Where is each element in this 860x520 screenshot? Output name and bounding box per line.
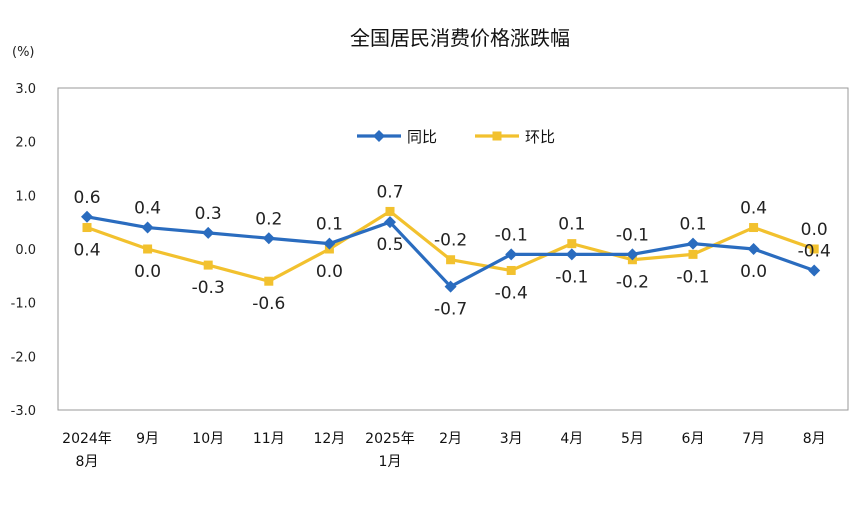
data-label-mom: -0.2: [434, 231, 467, 251]
x-tick-label: 3月: [500, 431, 523, 447]
x-tick-label: 8月: [803, 431, 826, 447]
chart-title: 全国居民消费价格涨跌幅: [350, 26, 570, 50]
y-tick-label: 3.0: [15, 82, 36, 97]
data-label-yoy: 0.4: [134, 199, 161, 219]
data-label-mom: 0.4: [73, 241, 100, 261]
data-label-mom: 0.0: [801, 220, 828, 240]
data-point-yoy: [81, 210, 93, 223]
data-point-mom: [688, 249, 698, 259]
x-tick-label: 7月: [742, 431, 765, 447]
data-label-yoy: -0.4: [798, 241, 831, 261]
x-tick-label: 2024年: [62, 431, 112, 447]
data-point-mom: [385, 206, 395, 216]
data-label-yoy: -0.1: [495, 225, 528, 245]
y-tick-label: -3.0: [11, 404, 36, 419]
data-label-yoy: 0.5: [376, 235, 403, 255]
data-label-yoy: 0.1: [679, 215, 706, 235]
data-label-yoy: -0.7: [434, 300, 467, 320]
data-point-yoy: [747, 243, 760, 255]
data-label-mom: -0.6: [252, 294, 285, 314]
x-tick-label: 9月: [136, 431, 159, 447]
x-tick-label: 8月: [76, 454, 99, 470]
x-tick-label: 4月: [560, 431, 583, 447]
data-label-mom: 0.1: [558, 215, 585, 235]
data-label-yoy: -0.1: [555, 267, 588, 287]
data-point-yoy: [808, 264, 821, 277]
x-tick-label: 1月: [379, 454, 402, 470]
y-tick-label: -2.0: [11, 350, 36, 365]
x-tick-label: 11月: [253, 431, 285, 447]
data-point-mom: [143, 244, 153, 254]
data-label-mom: 0.7: [376, 182, 403, 202]
data-label-yoy: 0.3: [195, 204, 222, 224]
y-tick-label: 2.0: [15, 136, 36, 151]
data-label-yoy: 0.6: [73, 188, 100, 208]
y-tick-label: 1.0: [15, 189, 36, 204]
x-tick-label: 12月: [313, 431, 345, 447]
data-point-mom: [264, 276, 274, 286]
legend-marker-mom: [492, 131, 502, 141]
data-label-yoy: 0.0: [740, 262, 767, 282]
x-tick-label: 5月: [621, 431, 644, 447]
plot-area-frame: [57, 87, 849, 411]
data-point-yoy: [141, 221, 154, 234]
x-tick-label: 2025年: [365, 431, 415, 447]
legend: 同比 环比: [357, 128, 555, 146]
data-point-mom: [203, 260, 213, 270]
y-tick-label: -1.0: [11, 297, 36, 312]
data-point-yoy: [687, 237, 699, 250]
y-tick-label: 0.0: [15, 243, 36, 258]
x-tick-label: 2月: [439, 431, 462, 447]
data-point-mom: [82, 223, 92, 233]
data-label-mom: -0.1: [676, 267, 709, 287]
data-point-mom: [506, 265, 516, 275]
legend-label-mom: 环比: [525, 128, 555, 146]
legend-marker-yoy: [373, 130, 385, 142]
data-point-yoy: [262, 232, 275, 245]
legend-label-yoy: 同比: [407, 128, 437, 146]
data-point-yoy: [384, 216, 396, 229]
data-label-yoy: -0.1: [616, 225, 649, 245]
x-tick-label: 6月: [682, 431, 705, 447]
data-label-mom: 0.0: [316, 262, 343, 282]
data-point-mom: [446, 255, 456, 265]
data-point-yoy: [444, 280, 457, 293]
data-label-mom: -0.3: [192, 278, 225, 298]
data-point-mom: [749, 223, 759, 233]
data-label-yoy: 0.2: [255, 209, 282, 229]
y-axis-unit: (%): [12, 45, 35, 60]
data-point-yoy: [202, 226, 215, 239]
data-point-yoy: [505, 248, 518, 261]
data-label-mom: -0.4: [495, 283, 528, 303]
data-label-mom: -0.2: [616, 273, 649, 293]
data-point-mom: [567, 239, 577, 249]
data-label-mom: 0.0: [134, 262, 161, 282]
data-point-mom: [809, 244, 819, 254]
data-point-yoy: [323, 237, 336, 250]
data-label-mom: 0.4: [740, 199, 767, 219]
data-point-yoy: [626, 248, 639, 261]
data-point-yoy: [565, 248, 578, 261]
x-tick-label: 10月: [192, 431, 224, 447]
data-label-yoy: 0.1: [316, 215, 343, 235]
